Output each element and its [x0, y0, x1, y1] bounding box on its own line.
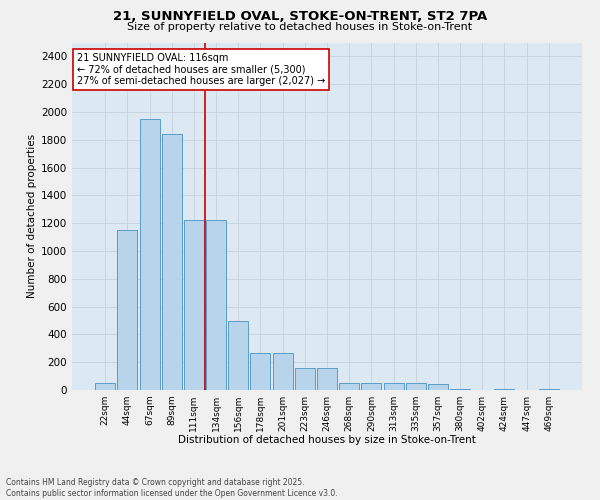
Bar — [295, 368, 315, 390]
Bar — [118, 230, 137, 390]
Bar — [162, 134, 182, 390]
Bar — [95, 383, 115, 390]
Y-axis label: Number of detached properties: Number of detached properties — [27, 134, 37, 298]
Bar — [140, 119, 160, 390]
Text: Size of property relative to detached houses in Stoke-on-Trent: Size of property relative to detached ho… — [127, 22, 473, 32]
Bar — [339, 383, 359, 390]
Bar — [317, 368, 337, 390]
Bar — [383, 383, 404, 390]
Text: 21, SUNNYFIELD OVAL, STOKE-ON-TRENT, ST2 7PA: 21, SUNNYFIELD OVAL, STOKE-ON-TRENT, ST2… — [113, 10, 487, 23]
Bar — [250, 353, 271, 390]
Bar — [272, 353, 293, 390]
Bar — [228, 320, 248, 390]
X-axis label: Distribution of detached houses by size in Stoke-on-Trent: Distribution of detached houses by size … — [178, 436, 476, 446]
Bar — [406, 383, 426, 390]
Bar — [361, 383, 382, 390]
Bar — [428, 384, 448, 390]
Text: Contains HM Land Registry data © Crown copyright and database right 2025.
Contai: Contains HM Land Registry data © Crown c… — [6, 478, 338, 498]
Text: 21 SUNNYFIELD OVAL: 116sqm
← 72% of detached houses are smaller (5,300)
27% of s: 21 SUNNYFIELD OVAL: 116sqm ← 72% of deta… — [77, 53, 325, 86]
Bar — [184, 220, 204, 390]
Bar — [206, 220, 226, 390]
